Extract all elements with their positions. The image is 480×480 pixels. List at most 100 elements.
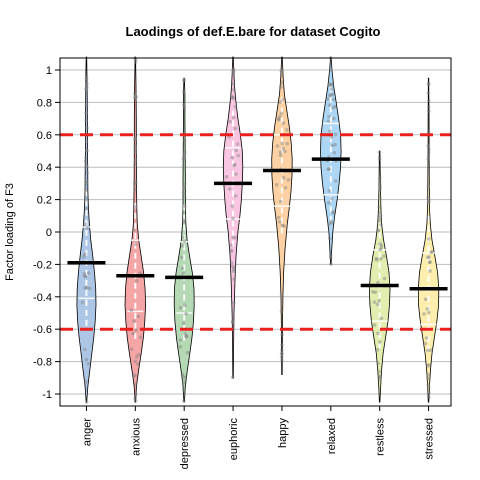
data-point <box>283 186 288 190</box>
data-point <box>378 180 382 185</box>
data-point <box>233 235 238 240</box>
data-point <box>228 119 232 124</box>
data-point <box>330 143 335 148</box>
data-point <box>133 396 137 401</box>
data-point <box>379 246 383 250</box>
data-point <box>427 200 431 204</box>
data-point <box>85 226 90 230</box>
data-point <box>328 236 332 241</box>
data-point <box>132 319 136 323</box>
data-point <box>84 102 89 107</box>
data-point <box>182 185 186 190</box>
data-point <box>426 385 431 389</box>
data-point <box>231 115 236 120</box>
data-point <box>427 98 431 103</box>
data-point <box>427 237 431 241</box>
data-point <box>329 87 334 91</box>
data-point <box>129 347 134 351</box>
data-point <box>329 82 334 86</box>
data-point <box>133 92 137 96</box>
data-point <box>328 255 333 260</box>
data-point <box>377 150 382 155</box>
data-point <box>133 373 137 378</box>
data-point <box>426 82 431 87</box>
data-point <box>86 362 91 366</box>
data-point <box>180 235 185 240</box>
data-point <box>328 93 333 97</box>
data-point <box>182 186 186 191</box>
data-point <box>426 201 431 205</box>
data-point <box>330 83 334 87</box>
data-point <box>329 219 333 224</box>
data-point <box>85 85 89 90</box>
data-point <box>377 155 382 159</box>
data-point <box>82 274 87 278</box>
data-point <box>182 78 186 82</box>
data-point <box>327 93 332 98</box>
data-point <box>325 97 330 101</box>
y-tick-label: 0.6 <box>37 130 52 142</box>
data-point <box>231 267 236 272</box>
data-point <box>184 334 189 339</box>
data-point <box>232 277 236 281</box>
data-point <box>285 128 289 132</box>
data-point <box>235 142 240 146</box>
data-point <box>133 95 137 100</box>
data-point <box>181 157 186 161</box>
mean-bars <box>67 157 448 291</box>
data-point <box>371 290 375 294</box>
data-point <box>430 250 435 254</box>
data-point <box>136 314 141 319</box>
data-point <box>331 97 335 102</box>
data-point <box>279 85 283 89</box>
data-point <box>280 348 284 352</box>
violin-happy <box>271 56 293 375</box>
data-point <box>278 114 282 119</box>
x-tick-label: depressed <box>179 418 191 469</box>
data-point <box>181 374 185 378</box>
data-point <box>376 229 380 233</box>
data-point <box>83 159 88 163</box>
y-tick-label: 0.2 <box>37 195 52 207</box>
y-tick-label: 0.4 <box>37 162 52 174</box>
data-point <box>426 105 431 109</box>
data-point <box>427 197 431 202</box>
data-point <box>373 290 378 295</box>
data-point <box>376 331 380 336</box>
data-point <box>333 179 338 183</box>
x-axis: anger anxious depressed euphoric happy relaxe… <box>81 406 436 469</box>
data-point <box>133 205 138 209</box>
data-point <box>281 121 286 125</box>
data-point <box>138 335 143 340</box>
data-point <box>84 155 88 160</box>
data-point <box>279 69 284 73</box>
data-point <box>278 199 283 204</box>
data-point <box>234 172 238 176</box>
data-point <box>133 95 138 100</box>
data-point <box>280 352 284 356</box>
data-point <box>331 210 336 214</box>
data-point <box>378 185 382 189</box>
data-point <box>423 297 428 302</box>
data-point <box>178 338 183 342</box>
data-point <box>85 171 89 175</box>
data-point <box>231 69 236 74</box>
data-point <box>84 86 88 91</box>
data-point <box>229 248 233 253</box>
data-point <box>82 271 87 276</box>
data-point <box>378 218 382 223</box>
data-point <box>378 196 382 200</box>
data-point <box>231 96 236 100</box>
data-point <box>184 334 188 339</box>
data-point <box>183 375 187 380</box>
data-point <box>377 374 382 379</box>
data-point <box>327 103 332 107</box>
data-point <box>379 316 384 321</box>
data-point <box>178 345 183 349</box>
data-point <box>133 137 137 142</box>
data-point <box>84 188 88 192</box>
y-tick-label: 0 <box>46 227 52 239</box>
data-point <box>133 359 137 364</box>
data-point <box>428 260 432 264</box>
